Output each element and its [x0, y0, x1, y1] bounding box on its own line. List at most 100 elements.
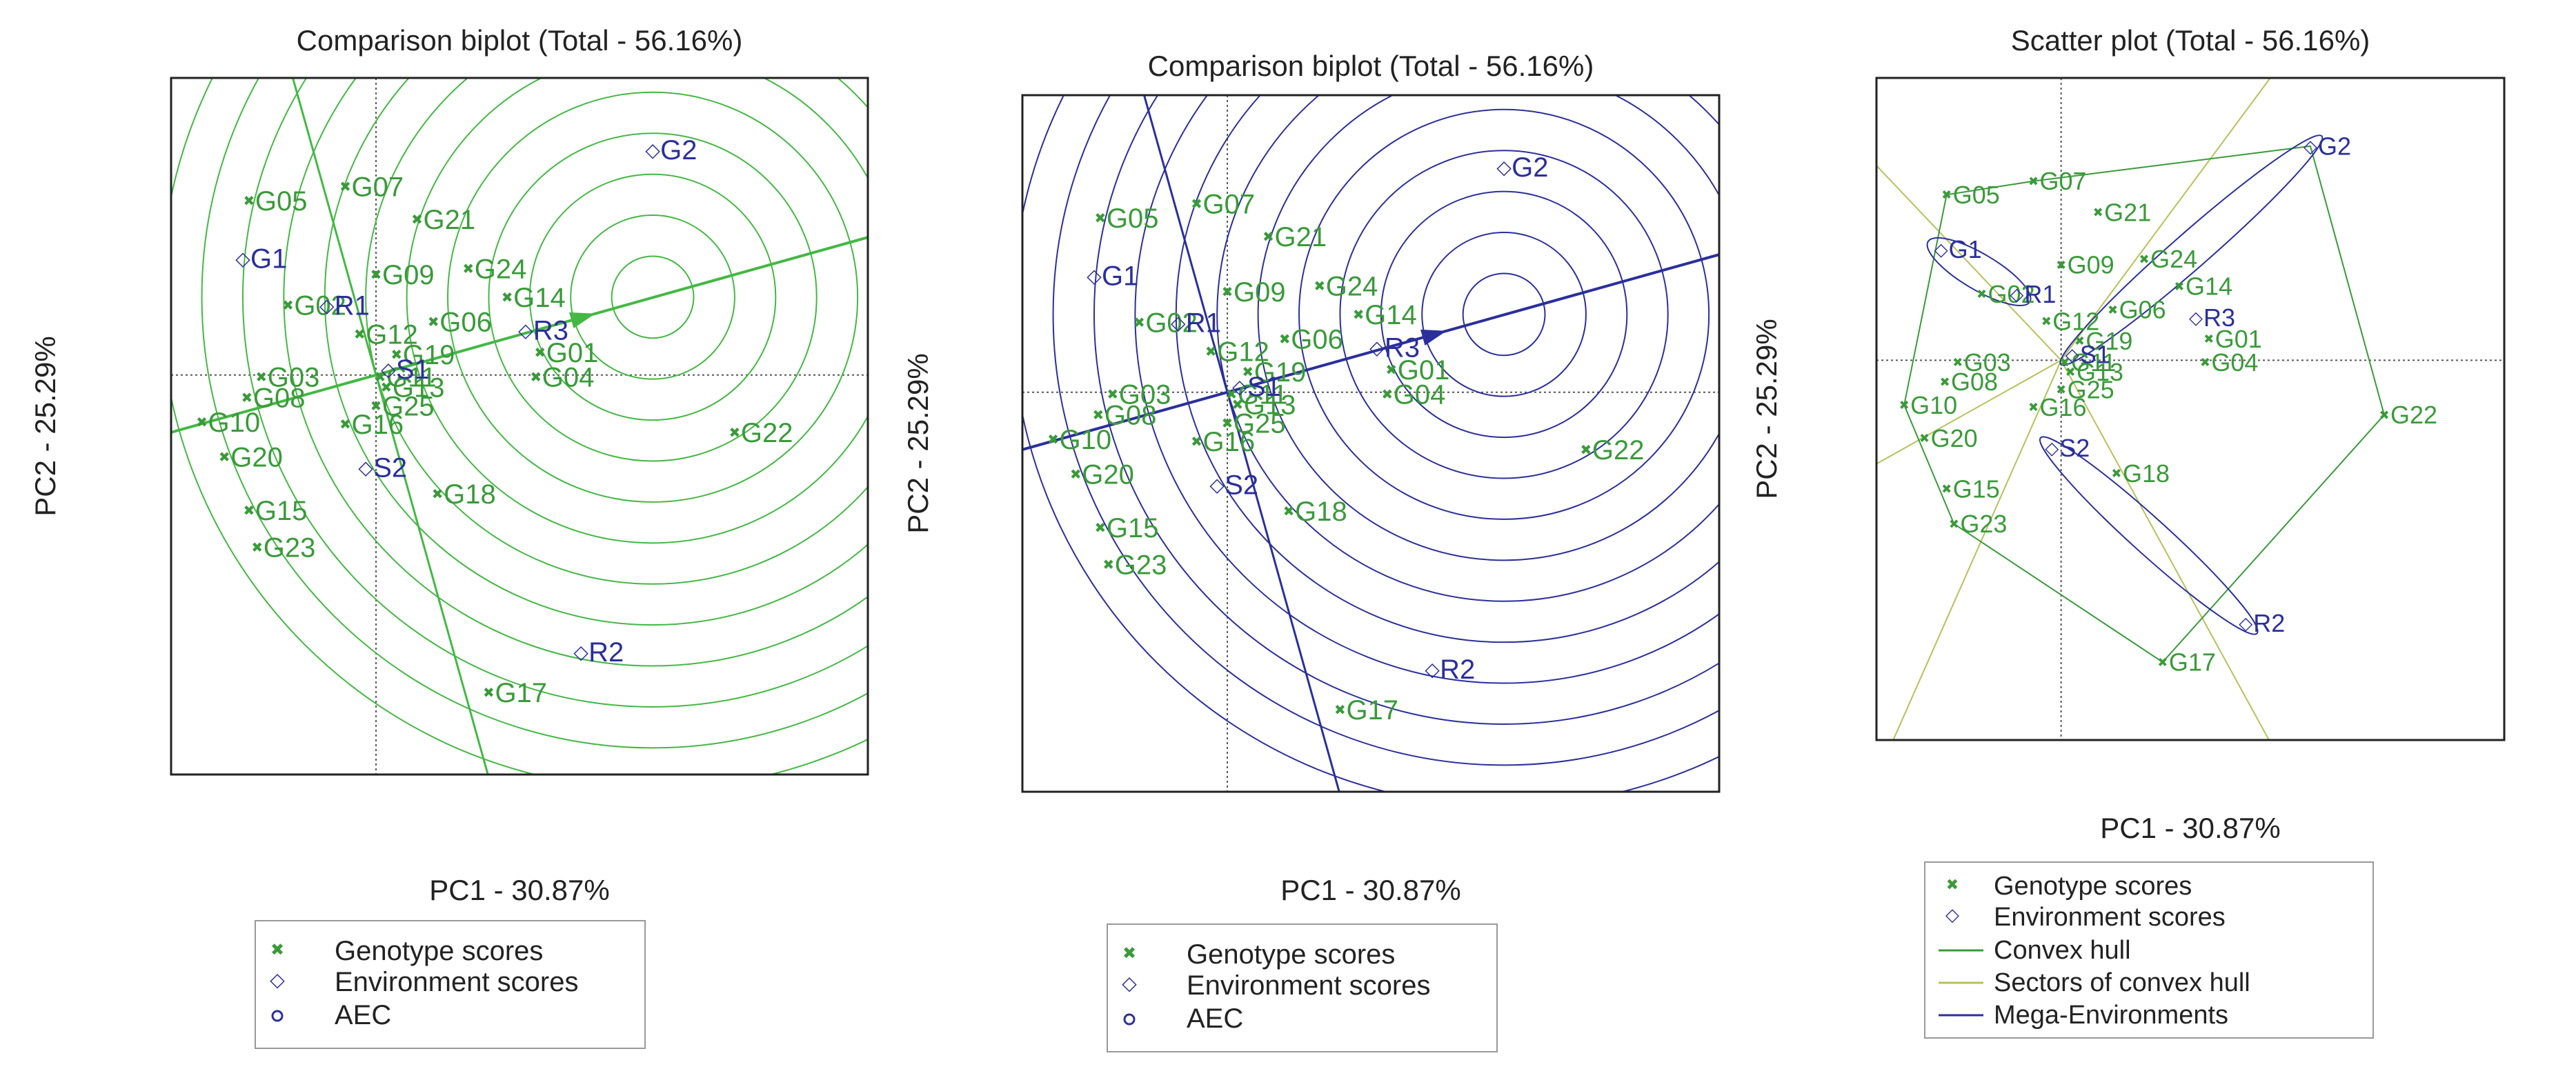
legend-genotype-marker: ✖: [270, 941, 284, 959]
legend-box: [1924, 861, 2374, 1039]
genotype-label: G03: [1964, 348, 2011, 377]
genotype-marker: ✖: [2028, 174, 2039, 188]
genotype-label: G19: [2085, 327, 2132, 355]
legend-genotype-label: Genotype scores: [1187, 939, 1395, 970]
plot-area: ✖ G05 ✖ G07✖ G21✖ G24✖ G09✖ G14✖ G02✖ G06✖ G12✖ G19…: [171, 78, 868, 775]
plot-frame: [1875, 77, 2506, 741]
genotype-marker: ✖: [1262, 230, 1274, 245]
genotype-marker: ✖: [370, 268, 382, 283]
genotype-marker: ✖: [2139, 252, 2150, 266]
genotype-label: G05: [1107, 203, 1159, 234]
legend-aec-label: AEC: [335, 1000, 391, 1030]
environment-label: G1: [1949, 235, 1982, 263]
genotype-marker: ✖: [375, 370, 386, 386]
environment-label: R3: [533, 315, 568, 346]
genotype-marker: ✖: [354, 327, 366, 342]
genotype-label: G22: [741, 418, 793, 448]
genotype-label: G04: [542, 363, 595, 393]
genotype-label: G13: [393, 373, 445, 403]
concentric-circle: [283, 78, 868, 667]
genotype-marker: ✖: [370, 399, 382, 414]
concentric-circle: [201, 78, 868, 749]
plot-area: ✖ G05 ✖ G07✖ G21✖ G24✖ G09✖ G14✖ G02✖ G06✖ G12✖ G19…: [1876, 78, 2504, 740]
genotype-label: G09: [1233, 277, 1286, 308]
environment-marker: ◇: [1369, 337, 1385, 358]
genotype-label: G20: [1082, 460, 1134, 490]
concentric-circle: [1298, 108, 1710, 520]
genotype-label: G02: [294, 291, 346, 321]
genotype-label: G04: [1394, 380, 1446, 410]
genotype-label: G20: [1931, 424, 1978, 452]
mega-environment-ellipse: [2039, 436, 2259, 635]
genotype-label: G17: [1346, 695, 1398, 726]
genotype-label: G20: [230, 443, 283, 473]
genotype-marker: ✖: [241, 390, 253, 406]
convex-hull-polygon: [1903, 145, 2386, 663]
genotype-marker: ✖: [1314, 279, 1325, 294]
genotype-label: G24: [1326, 271, 1378, 301]
plot-area: ✖ G05 ✖ G07✖ G21✖ G24✖ G09✖ G14✖ G02✖ G06✖ G12✖ G19…: [1022, 95, 1719, 792]
aec-arrow-head: [569, 312, 595, 328]
genotype-marker: ✖: [1094, 211, 1106, 226]
genotype-label: G10: [1910, 391, 1957, 419]
legend-environment-marker: ◇: [1945, 904, 1959, 925]
genotype-label: G12: [1217, 337, 1269, 367]
legend-mega-environments-label: Mega-Environments: [1994, 1001, 2228, 1030]
genotype-marker: ✖: [462, 261, 474, 277]
legend-aec-marker: [271, 1010, 284, 1022]
concentric-circle: [488, 132, 818, 462]
genotype-marker: ✖: [1899, 399, 1910, 412]
genotype-label: G05: [1953, 181, 2000, 209]
genotype-label: G19: [403, 340, 455, 370]
genotype-marker: ✖: [339, 417, 351, 432]
legend-genotype-label: Genotype scores: [335, 936, 543, 966]
genotype-label: G25: [2068, 375, 2114, 403]
environment-marker: ◇: [1209, 474, 1225, 495]
legend-genotype-marker: ✖: [1946, 876, 1959, 893]
genotype-marker: ✖: [1279, 332, 1291, 348]
genotype-marker: ✖: [432, 487, 444, 502]
genotype-label: G22: [1592, 435, 1645, 466]
genotype-marker: ✖: [1949, 517, 1959, 531]
concentric-circle: [570, 214, 735, 380]
panel-comparison-biplot-2: Comparison biplot (Total - 56.16%) ✖ G05 ✖…: [902, 50, 1721, 1052]
genotype-marker: ✖: [1242, 365, 1254, 380]
genotype-label: G09: [382, 260, 435, 290]
environment-marker: ◇: [1171, 312, 1186, 334]
genotype-marker: ✖: [1232, 398, 1244, 413]
chart-title: Scatter plot (Total - 56.16%): [2011, 24, 2370, 57]
genotype-label: G06: [439, 308, 492, 338]
genotype-marker: ✖: [483, 686, 495, 701]
genotype-marker: ✖: [2111, 466, 2121, 480]
environment-label: G2: [660, 135, 697, 166]
plot-frame: [170, 77, 869, 776]
genotype-marker: ✖: [2108, 303, 2118, 317]
environment-marker: ◇: [2010, 283, 2023, 304]
x-axis-label: PC1 - 30.87%: [1280, 874, 1460, 906]
genotype-label: G21: [423, 205, 475, 235]
genotype-marker: ✖: [1941, 188, 1952, 202]
concentric-circle: [1257, 95, 1719, 561]
environment-label: R1: [2024, 280, 2056, 308]
concentric-circle: [324, 78, 868, 626]
genotype-marker: ✖: [2056, 383, 2066, 397]
genotype-label: G14: [513, 283, 566, 313]
genotype-marker: ✖: [2379, 408, 2389, 422]
convex-hull-sector-ray: [2060, 359, 2270, 740]
aec-ordinate-line: [1143, 95, 1340, 792]
genotype-marker: ✖: [1334, 703, 1346, 718]
genotype-marker: ✖: [1205, 344, 1217, 359]
genotype-marker: ✖: [255, 370, 267, 386]
concentric-circle: [447, 91, 859, 503]
genotype-marker: ✖: [282, 299, 294, 314]
concentric-circle: [1216, 95, 1719, 602]
genotype-label: G18: [444, 479, 496, 510]
convex-hull-sector-ray: [1876, 359, 2062, 465]
genotype-label: G03: [268, 363, 320, 393]
genotype-marker: ✖: [2041, 314, 2052, 328]
genotype-label: G19: [1254, 357, 1307, 388]
environment-label: S2: [373, 452, 407, 483]
environment-label: G1: [250, 243, 287, 274]
y-axis-label: PC2 - 25.29%: [29, 336, 61, 516]
